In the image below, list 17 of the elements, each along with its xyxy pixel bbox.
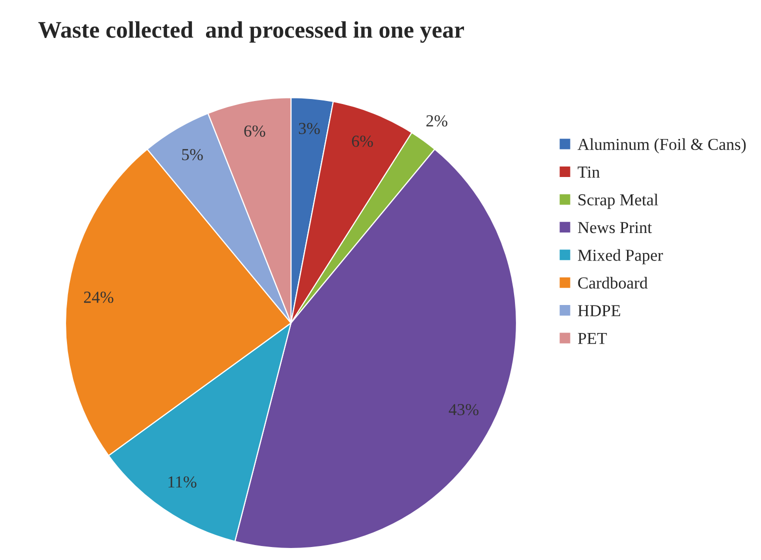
data-label: 6% [244, 125, 266, 137]
data-label: 3% [298, 122, 320, 134]
data-label: 11% [168, 476, 196, 488]
legend-label: HDPE [578, 305, 620, 316]
legend-label: Tin [578, 166, 600, 178]
legend-label: Mixed Paper [578, 249, 663, 264]
data-label: 43% [448, 404, 478, 416]
data-label: 5% [182, 149, 203, 160]
data-label: 6% [352, 136, 373, 147]
legend-label: News Print [578, 222, 652, 234]
legend-label: PET [578, 332, 607, 344]
legend-label: Aluminum (Foil & Cans) [578, 138, 746, 154]
legend-label: Scrap Metal [578, 194, 658, 209]
data-label: 24% [84, 292, 114, 303]
data-label: 2% [426, 115, 448, 127]
legend-label: Cardboard [578, 276, 648, 289]
chart-title: Waste collected and processed in one year [38, 21, 464, 43]
